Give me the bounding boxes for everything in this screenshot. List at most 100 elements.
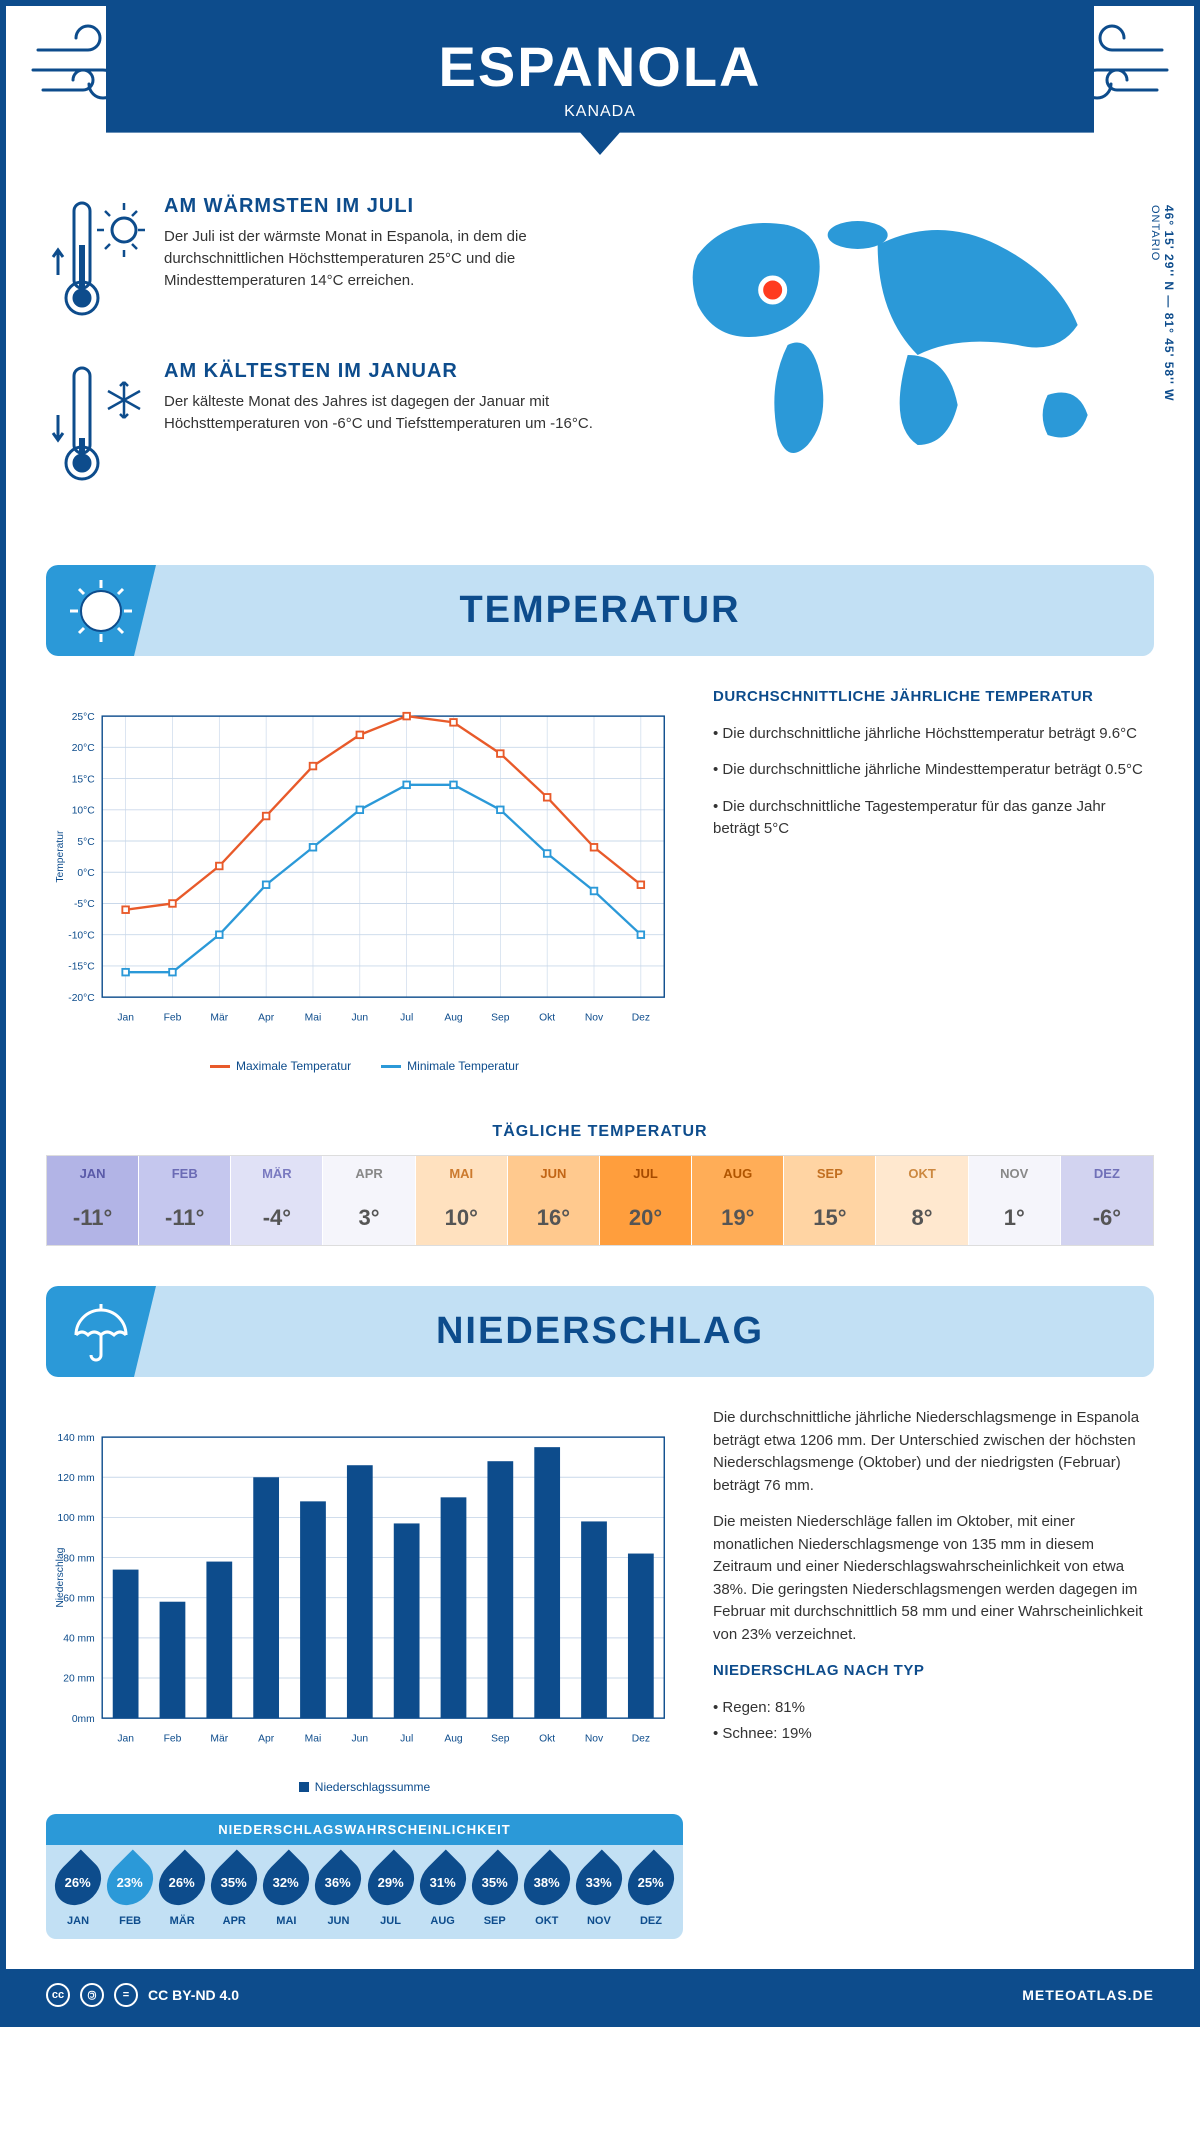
svg-text:25°C: 25°C — [72, 712, 96, 723]
legend-max: Maximale Temperatur — [210, 1059, 351, 1073]
probability-box: NIEDERSCHLAGSWAHRSCHEINLICHKEIT 26%JAN23… — [46, 1814, 683, 1939]
thermometer-snow-icon — [46, 360, 146, 495]
precipitation-title: NIEDERSCHLAG — [46, 1310, 1154, 1353]
license-block: cc 🄯 = CC BY-ND 4.0 — [46, 1983, 239, 2007]
svg-text:Sep: Sep — [491, 1734, 510, 1745]
svg-text:60 mm: 60 mm — [63, 1593, 94, 1604]
probability-cell: 26%MÄR — [156, 1857, 208, 1927]
probability-cell: 23%FEB — [104, 1857, 156, 1927]
legend-min: Minimale Temperatur — [381, 1059, 519, 1073]
warmest-title: AM WÄRMSTEN IM JULI — [164, 195, 611, 218]
svg-text:Jun: Jun — [352, 1013, 369, 1024]
avg-temp-b3: • Die durchschnittliche Tagestemperatur … — [713, 796, 1154, 841]
location-marker — [760, 278, 784, 302]
precip-p2: Die meisten Niederschläge fallen im Okto… — [713, 1511, 1154, 1646]
temperature-header: TEMPERATUR — [46, 565, 1154, 656]
temp-cell: APR3° — [323, 1156, 415, 1245]
temp-cell: AUG19° — [692, 1156, 784, 1245]
temp-cell: JUL20° — [600, 1156, 692, 1245]
temperature-chart: -20°C-15°C-10°C-5°C0°C5°C10°C15°C20°C25°… — [46, 686, 683, 1073]
precip-type-title: NIEDERSCHLAG NACH TYP — [713, 1660, 1154, 1683]
precipitation-header: NIEDERSCHLAG — [46, 1286, 1154, 1377]
warmest-text: AM WÄRMSTEN IM JULI Der Juli ist der wär… — [164, 195, 611, 330]
temp-cell: OKT8° — [876, 1156, 968, 1245]
avg-temp-b1: • Die durchschnittliche jährliche Höchst… — [713, 723, 1154, 746]
temp-cell: SEP15° — [784, 1156, 876, 1245]
svg-text:Jan: Jan — [117, 1013, 134, 1024]
probability-cell: 35%APR — [208, 1857, 260, 1927]
climate-summary: AM WÄRMSTEN IM JULI Der Juli ist der wär… — [46, 195, 611, 525]
svg-text:-15°C: -15°C — [68, 962, 95, 973]
site-label: METEOATLAS.DE — [1022, 1987, 1154, 2003]
probability-row: 26%JAN23%FEB26%MÄR35%APR32%MAI36%JUN29%J… — [46, 1845, 683, 1939]
temperature-content: -20°C-15°C-10°C-5°C0°C5°C10°C15°C20°C25°… — [6, 686, 1194, 1103]
city-title: ESPANOLA — [106, 34, 1094, 99]
coordinates: 46° 15' 29'' N — 81° 45' 58'' W ONTARIO — [1148, 205, 1176, 401]
warmest-block: AM WÄRMSTEN IM JULI Der Juli ist der wär… — [46, 195, 611, 330]
coldest-desc: Der kälteste Monat des Jahres ist dagege… — [164, 391, 611, 435]
svg-text:Dez: Dez — [632, 1734, 650, 1745]
probability-cell: 32%MAI — [260, 1857, 312, 1927]
svg-text:Mär: Mär — [210, 1734, 228, 1745]
probability-cell: 36%JUN — [312, 1857, 364, 1927]
coldest-block: AM KÄLTESTEN IM JANUAR Der kälteste Mona… — [46, 360, 611, 495]
precip-legend: Niederschlagssumme — [46, 1780, 683, 1794]
svg-text:Nov: Nov — [585, 1013, 604, 1024]
precipitation-sidebar: Die durchschnittliche jährliche Niedersc… — [713, 1407, 1154, 1939]
map-svg — [641, 195, 1154, 475]
probability-cell: 33%NOV — [573, 1857, 625, 1927]
avg-temp-title: DURCHSCHNITTLICHE JÄHRLICHE TEMPERATUR — [713, 686, 1154, 709]
precip-p1: Die durchschnittliche jährliche Niedersc… — [713, 1407, 1154, 1497]
cc-icon: cc — [46, 1983, 70, 2007]
svg-text:Aug: Aug — [444, 1013, 463, 1024]
svg-text:10°C: 10°C — [72, 806, 96, 817]
summary-row: AM WÄRMSTEN IM JULI Der Juli ist der wär… — [6, 185, 1194, 555]
svg-text:Feb: Feb — [164, 1013, 182, 1024]
probability-cell: 31%AUG — [417, 1857, 469, 1927]
precipitation-content: 0mm20 mm40 mm60 mm80 mm100 mm120 mm140 m… — [6, 1407, 1194, 1969]
svg-text:-20°C: -20°C — [68, 993, 95, 1004]
probability-cell: 26%JAN — [52, 1857, 104, 1927]
svg-text:Jul: Jul — [400, 1013, 413, 1024]
temperature-sidebar: DURCHSCHNITTLICHE JÄHRLICHE TEMPERATUR •… — [713, 686, 1154, 1073]
temp-cell: NOV1° — [969, 1156, 1061, 1245]
svg-text:Mai: Mai — [305, 1734, 322, 1745]
svg-text:Nov: Nov — [585, 1734, 604, 1745]
temp-cell: FEB-11° — [139, 1156, 231, 1245]
temp-cell: JUN16° — [508, 1156, 600, 1245]
daily-temp-title: TÄGLICHE TEMPERATUR — [6, 1123, 1194, 1141]
svg-text:15°C: 15°C — [72, 774, 96, 785]
header-banner: ESPANOLA KANADA — [106, 6, 1094, 155]
svg-text:Okt: Okt — [539, 1013, 555, 1024]
coldest-text: AM KÄLTESTEN IM JANUAR Der kälteste Mona… — [164, 360, 611, 495]
svg-text:Niederschlag: Niederschlag — [55, 1547, 66, 1607]
svg-text:Jul: Jul — [400, 1734, 413, 1745]
temp-cell: MAI10° — [416, 1156, 508, 1245]
probability-cell: 25%DEZ — [625, 1857, 677, 1927]
probability-cell: 35%SEP — [469, 1857, 521, 1927]
svg-text:40 mm: 40 mm — [63, 1634, 94, 1645]
svg-text:Okt: Okt — [539, 1734, 555, 1745]
daily-temp-table: JAN-11°FEB-11°MÄR-4°APR3°MAI10°JUN16°JUL… — [46, 1155, 1154, 1246]
probability-cell: 29%JUL — [364, 1857, 416, 1927]
svg-text:Jan: Jan — [117, 1734, 134, 1745]
warmest-desc: Der Juli ist der wärmste Monat in Espano… — [164, 226, 611, 291]
svg-text:Aug: Aug — [444, 1734, 463, 1745]
svg-text:Apr: Apr — [258, 1013, 275, 1024]
temp-cell: JAN-11° — [47, 1156, 139, 1245]
temperature-title: TEMPERATUR — [46, 589, 1154, 632]
probability-title: NIEDERSCHLAGSWAHRSCHEINLICHKEIT — [46, 1814, 683, 1845]
coords-value: 46° 15' 29'' N — 81° 45' 58'' W — [1162, 205, 1176, 401]
svg-text:140 mm: 140 mm — [58, 1433, 95, 1444]
svg-text:Mär: Mär — [210, 1013, 228, 1024]
svg-text:Apr: Apr — [258, 1734, 275, 1745]
country-subtitle: KANADA — [106, 103, 1094, 121]
svg-text:20°C: 20°C — [72, 743, 96, 754]
temp-cell: DEZ-6° — [1061, 1156, 1153, 1245]
precipitation-chart: 0mm20 mm40 mm60 mm80 mm100 mm120 mm140 m… — [46, 1407, 683, 1939]
svg-text:Sep: Sep — [491, 1013, 510, 1024]
avg-temp-b2: • Die durchschnittliche jährliche Mindes… — [713, 759, 1154, 782]
infographic-container: ESPANOLA KANADA — [0, 0, 1200, 2027]
world-map: 46° 15' 29'' N — 81° 45' 58'' W ONTARIO — [641, 195, 1154, 480]
svg-text:-5°C: -5°C — [74, 899, 95, 910]
